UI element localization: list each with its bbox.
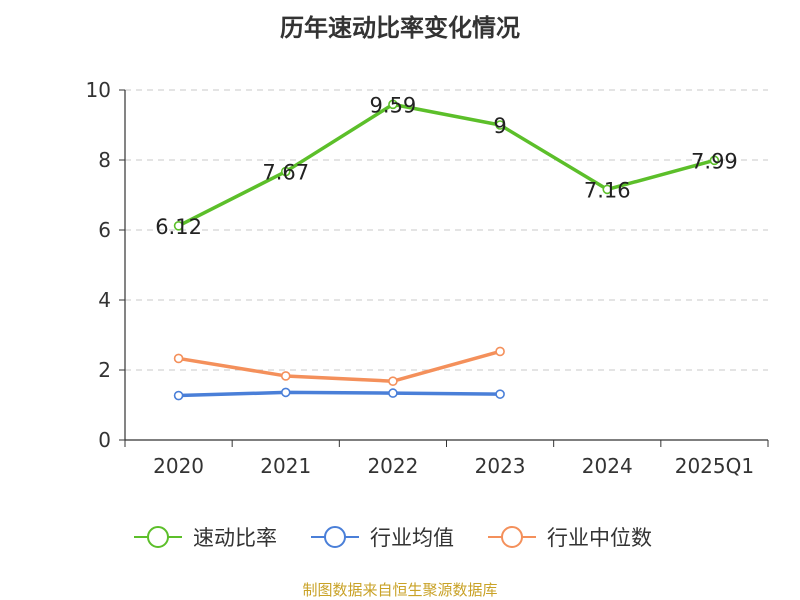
legend: 速动比率 行业均值 行业中位数 xyxy=(134,526,652,550)
y-tick-label-4: 4 xyxy=(98,288,111,312)
data-point-1-2020 xyxy=(173,390,184,401)
series-line-1 xyxy=(176,390,502,398)
data-point-2-2021 xyxy=(280,371,291,381)
data-point-1-2022 xyxy=(388,388,398,398)
chart-title: 历年速动比率变化情况 xyxy=(280,14,520,42)
data-label-2021: 7.67 xyxy=(262,161,309,185)
legend-marker-2 xyxy=(501,526,523,548)
y-tick-label-2: 2 xyxy=(98,358,111,382)
legend-label-0: 速动比率 xyxy=(193,526,277,550)
data-point-0-2021 xyxy=(280,166,291,177)
axes xyxy=(124,90,768,441)
y-ticks: 0 2 4 6 8 10 xyxy=(86,78,125,452)
data-point-0-2020 xyxy=(173,221,184,231)
series-line-0 xyxy=(176,102,717,228)
x-tick-label-2020: 2020 xyxy=(153,454,204,478)
data-label-2025Q1: 7.99 xyxy=(691,149,738,173)
x-tick-label-2025Q1: 2025Q1 xyxy=(675,454,754,478)
x-tick-label-2024: 2024 xyxy=(582,454,633,478)
data-point-0-2024 xyxy=(602,184,613,195)
series-line-2 xyxy=(176,349,502,383)
data-point-2-2022 xyxy=(388,376,398,387)
data-label-2022: 9.59 xyxy=(370,93,417,117)
data-point-0-2022 xyxy=(388,99,398,110)
data-point-1-2021 xyxy=(280,387,291,398)
y-tick-label-0: 0 xyxy=(98,428,111,452)
x-tick-label-2023: 2023 xyxy=(475,454,526,478)
y-tick-label-6: 6 xyxy=(98,218,111,242)
data-label-2024: 7.16 xyxy=(584,178,631,202)
legend-marker-1 xyxy=(324,526,346,548)
source-note: 制图数据来自恒生聚源数据库 xyxy=(302,581,497,599)
series-group: 6.12 7.67 9.59 9 7.16 7.99 xyxy=(155,93,738,401)
x-tick-label-2021: 2021 xyxy=(260,454,311,478)
data-point-0-2025Q1 xyxy=(709,155,720,166)
data-point-1-2023 xyxy=(495,389,505,399)
legend-label-2: 行业中位数 xyxy=(547,526,652,550)
legend-label-1: 行业均值 xyxy=(370,526,454,550)
data-point-2-2020 xyxy=(173,353,184,364)
grid xyxy=(125,89,768,371)
data-label-2023: 9 xyxy=(493,114,506,138)
data-point-0-2023 xyxy=(495,120,505,130)
data-label-2020: 6.12 xyxy=(155,215,202,239)
y-tick-label-8: 8 xyxy=(98,148,111,172)
data-point-2-2023 xyxy=(495,346,505,357)
x-ticks: 2020 2021 2022 2023 2024 2025Q1 xyxy=(124,440,769,478)
y-tick-label-10: 10 xyxy=(86,78,111,102)
legend-marker-0 xyxy=(147,526,169,548)
x-tick-label-2022: 2022 xyxy=(367,454,418,478)
